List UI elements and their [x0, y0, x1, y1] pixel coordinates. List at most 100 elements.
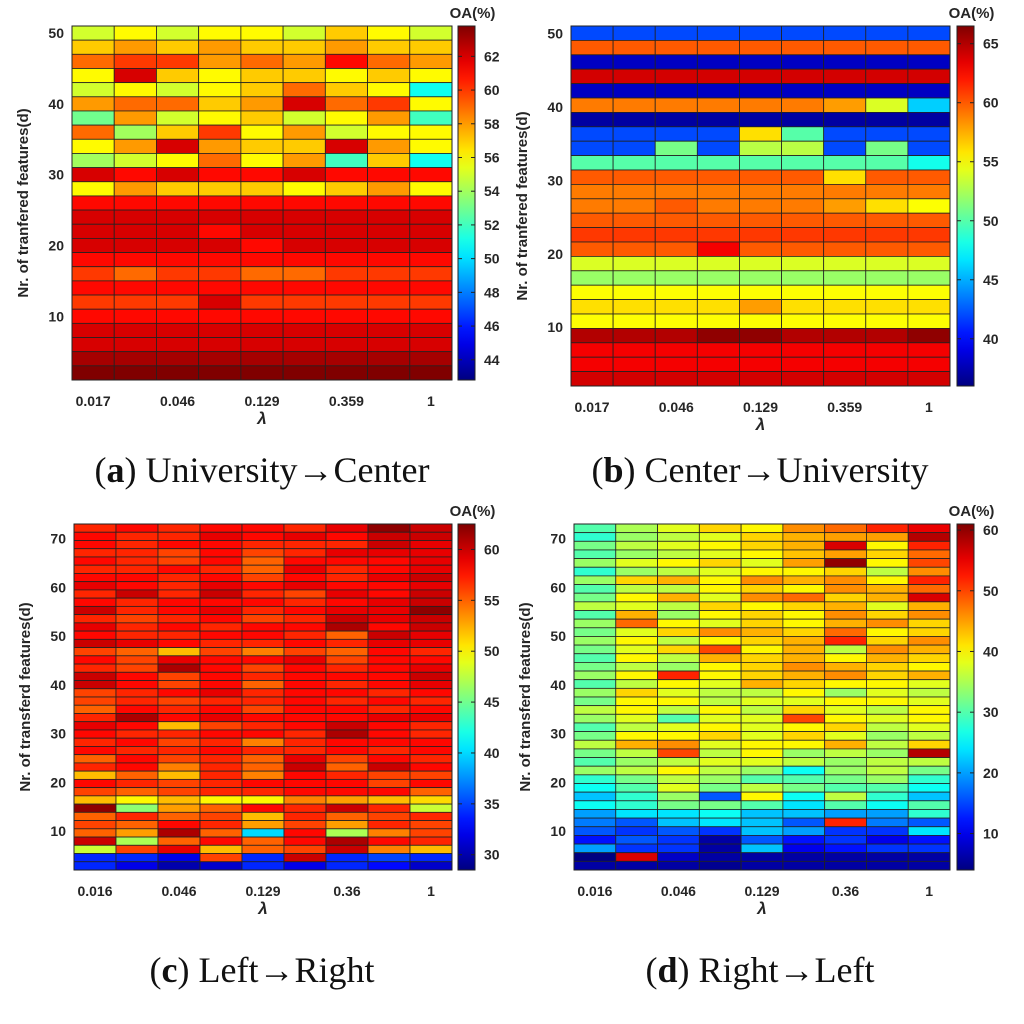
- heatmap-cell: [907, 843, 951, 854]
- heatmap-cell: [198, 266, 242, 282]
- heatmap-cell: [115, 713, 159, 723]
- heatmap-cell: [324, 280, 368, 296]
- heatmap-cell: [325, 556, 369, 566]
- heatmap-cell: [657, 748, 700, 758]
- heatmap-cell: [409, 721, 453, 731]
- heatmap-cell: [324, 365, 368, 381]
- heatmap-cell: [823, 284, 867, 301]
- heatmap-cell: [907, 198, 951, 214]
- heatmap-cell: [573, 800, 617, 810]
- heatmap-cell: [782, 705, 826, 715]
- heatmap-cell: [824, 566, 867, 577]
- heatmap-cell: [615, 523, 658, 534]
- heatmap-cell: [657, 670, 700, 681]
- heatmap-cell: [865, 198, 909, 214]
- heatmap-cell: [612, 54, 656, 70]
- heatmap-cell: [824, 592, 867, 603]
- heatmap-cell: [409, 280, 453, 296]
- x-tick-label: 0.046: [161, 883, 196, 899]
- colorbar-tick-label: 50: [983, 213, 999, 229]
- heatmap-cell: [199, 581, 243, 591]
- heatmap-cell: [156, 252, 200, 268]
- heatmap-cell: [324, 195, 368, 211]
- heatmap-cell: [698, 800, 742, 810]
- heatmap-cell: [241, 762, 285, 772]
- heatmap-cell: [115, 589, 159, 599]
- heatmap-cell: [324, 53, 368, 69]
- heatmap-cell: [73, 811, 117, 821]
- heatmap-cell: [409, 844, 453, 854]
- heatmap-cell: [367, 820, 411, 830]
- heatmap-cell: [657, 843, 700, 854]
- heatmap-cell: [409, 614, 453, 624]
- heatmap-cell: [157, 803, 201, 813]
- heatmap-cell: [573, 584, 617, 594]
- heatmap-cell: [740, 575, 784, 585]
- heatmap-cell: [824, 644, 867, 655]
- heatmap-cell: [740, 826, 784, 836]
- heatmap-cell: [241, 671, 285, 681]
- panel-caption: (b) Center→University: [592, 450, 929, 490]
- colorbar-tick-label: 35: [484, 796, 500, 812]
- heatmap-cell: [199, 647, 243, 657]
- heatmap-cell: [907, 155, 951, 171]
- heatmap-cell: [156, 181, 200, 197]
- heatmap-cell: [241, 688, 285, 698]
- heatmap-cell: [324, 39, 368, 55]
- y-tick-label: 30: [48, 167, 64, 183]
- heatmap-cell: [657, 644, 700, 655]
- heatmap-cell: [781, 112, 825, 128]
- heatmap-panel-b: 10 20 30 40 50 0.017 0.046 0.129 0.359 1 λ Nr. of t…: [514, 5, 999, 490]
- heatmap-cell: [324, 223, 368, 239]
- heatmap-cell: [283, 762, 327, 772]
- heatmap-cell: [198, 181, 242, 197]
- heatmap-cell: [115, 556, 159, 566]
- colorbar-tick-label: 10: [983, 826, 999, 842]
- heatmap-cell: [409, 53, 453, 69]
- plot-frame: [573, 523, 951, 871]
- heatmap-cell: [409, 762, 453, 772]
- colorbar-tick-label: 60: [484, 82, 500, 98]
- heatmap-cell: [657, 739, 700, 750]
- y-tick-label: 70: [550, 531, 566, 547]
- heatmap-cell: [573, 748, 617, 758]
- heatmap-cell: [698, 653, 742, 663]
- heatmap-cell: [696, 371, 740, 387]
- heatmap-cell: [570, 198, 614, 214]
- heatmap-cell: [325, 721, 369, 731]
- heatmap-cell: [907, 722, 951, 733]
- heatmap-cell: [367, 655, 411, 665]
- heatmap-cell: [907, 523, 951, 534]
- heatmap-cell: [781, 313, 825, 329]
- x-tick-label: 0.046: [661, 883, 696, 899]
- heatmap-cell: [740, 540, 784, 551]
- heatmap-cell: [654, 327, 698, 344]
- heatmap-cell: [866, 809, 909, 819]
- heatmap-cell: [907, 644, 951, 655]
- heatmap-cell: [199, 671, 243, 681]
- heatmap-cell: [696, 169, 740, 185]
- y-tick-label: 10: [50, 823, 66, 839]
- heatmap-cell: [240, 138, 284, 154]
- heatmap-cell: [781, 183, 825, 200]
- heatmap-cell: [657, 601, 700, 611]
- colorbar: [956, 25, 975, 387]
- heatmap-cell: [657, 809, 700, 819]
- heatmap-cell: [740, 757, 784, 767]
- heatmap-cell: [782, 575, 826, 585]
- heatmap-cell: [615, 835, 658, 845]
- heatmap-cell: [367, 663, 411, 673]
- heatmap-cell: [781, 241, 825, 257]
- heatmap-cell: [657, 696, 700, 707]
- heatmap-cell: [782, 618, 826, 629]
- heatmap-cell: [781, 227, 825, 243]
- heatmap-cell: [324, 351, 368, 367]
- heatmap-cell: [654, 169, 698, 185]
- heatmap-cell: [115, 540, 159, 550]
- heatmap-panel-c: 10 20 30 40 50 60 70 0.016 0.046 0.129 0.36 1 λ Nr. o…: [17, 503, 500, 990]
- heatmap-cell: [907, 169, 951, 185]
- heatmap-cell: [367, 209, 411, 225]
- heatmap-cell: [823, 54, 867, 70]
- heatmap-cell: [698, 662, 742, 672]
- heatmap-cell: [612, 284, 656, 301]
